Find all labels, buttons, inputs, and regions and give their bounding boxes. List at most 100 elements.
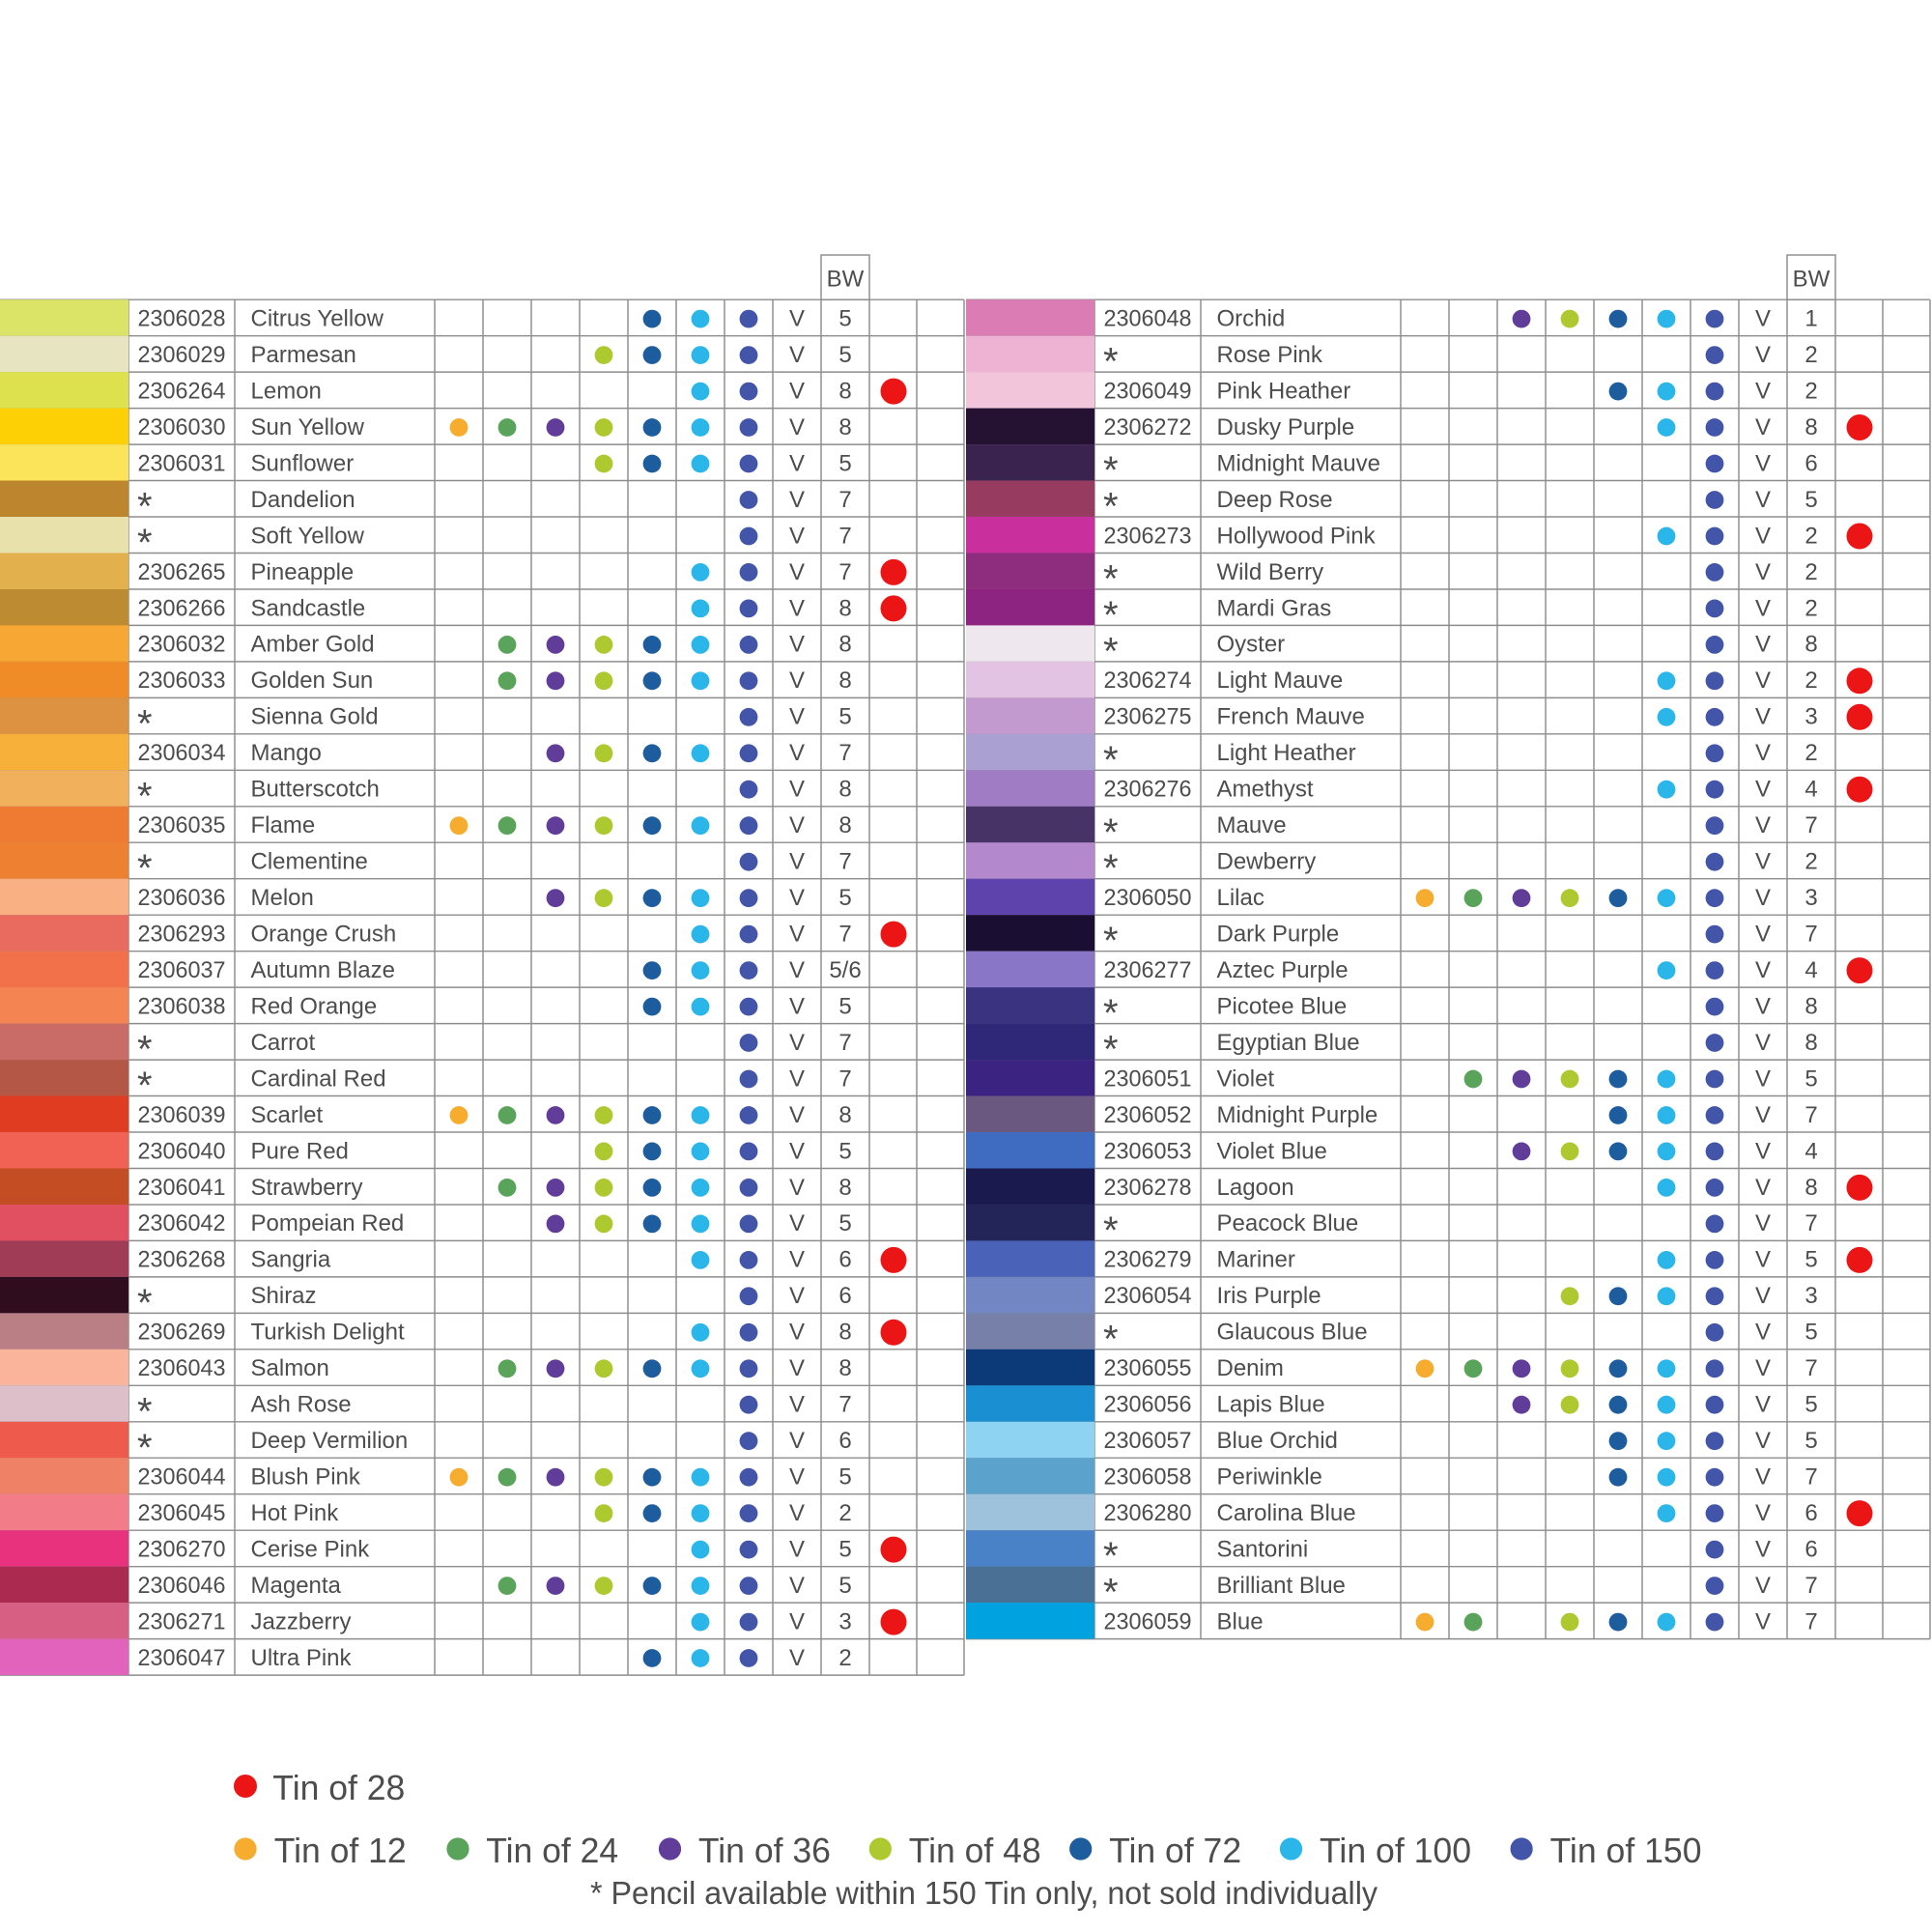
svg-text:French Mauve: French Mauve [1217,704,1365,730]
svg-text:7: 7 [838,1030,851,1056]
svg-text:*: * [1103,1209,1119,1252]
svg-text:7: 7 [838,1065,851,1092]
svg-text:8: 8 [838,1320,851,1346]
svg-text:*: * [137,775,153,817]
svg-text:V: V [789,1030,805,1056]
svg-text:6: 6 [838,1428,851,1454]
svg-text:2306053: 2306053 [1104,1138,1192,1164]
svg-text:7: 7 [838,922,851,948]
svg-text:Brilliant Blue: Brilliant Blue [1217,1573,1346,1599]
svg-text:V: V [789,414,805,440]
svg-text:Sunflower: Sunflower [251,450,355,476]
svg-text:3: 3 [1804,704,1817,730]
svg-text:6: 6 [1804,1500,1817,1526]
svg-text:V: V [789,1065,805,1092]
svg-text:8: 8 [838,1355,851,1381]
svg-text:2306293: 2306293 [138,922,226,948]
svg-text:V: V [789,1464,805,1491]
svg-text:V: V [1755,414,1771,440]
svg-text:2306045: 2306045 [138,1500,226,1526]
svg-text:7: 7 [838,1392,851,1418]
svg-text:Lapis Blue: Lapis Blue [1217,1392,1325,1418]
svg-text:*: * [137,1390,153,1433]
svg-text:V: V [789,450,805,476]
svg-text:Rose Pink: Rose Pink [1217,342,1323,368]
svg-text:2306270: 2306270 [138,1537,226,1563]
svg-text:5: 5 [838,450,851,476]
svg-text:V: V [1755,523,1771,549]
svg-text:2: 2 [1804,378,1817,404]
svg-text:*: * [1103,1029,1119,1071]
svg-text:8: 8 [838,632,851,658]
svg-text:Autumn Blaze: Autumn Blaze [251,957,395,983]
svg-text:V: V [1755,993,1771,1019]
svg-text:5: 5 [838,885,851,911]
svg-text:8: 8 [838,378,851,404]
svg-text:7: 7 [1804,922,1817,948]
svg-text:2306057: 2306057 [1104,1428,1192,1454]
svg-text:Hollywood Pink: Hollywood Pink [1217,523,1377,549]
svg-text:2306055: 2306055 [1104,1355,1192,1381]
svg-text:V: V [789,1500,805,1526]
svg-text:5: 5 [1804,1320,1817,1346]
svg-text:5/6: 5/6 [829,957,861,983]
svg-text:*: * [137,847,153,890]
svg-text:V: V [1755,704,1771,730]
svg-text:V: V [789,1608,805,1634]
svg-text:Lilac: Lilac [1217,885,1264,911]
svg-text:7: 7 [1804,1464,1817,1491]
svg-text:Blue Orchid: Blue Orchid [1217,1428,1338,1454]
svg-text:2306044: 2306044 [138,1464,226,1491]
svg-text:V: V [1755,885,1771,911]
svg-text:Hot Pink: Hot Pink [251,1500,340,1526]
svg-text:* Pencil available within 150: * Pencil available within 150 Tin only, … [590,1875,1378,1911]
svg-text:V: V [1755,922,1771,948]
svg-text:V: V [1755,1392,1771,1418]
svg-text:5: 5 [838,306,851,332]
svg-text:Dandelion: Dandelion [251,487,355,513]
svg-text:V: V [1755,1065,1771,1092]
svg-text:2: 2 [838,1645,851,1671]
svg-text:Violet: Violet [1217,1065,1275,1092]
svg-text:8: 8 [1804,632,1817,658]
svg-text:Strawberry: Strawberry [251,1175,363,1201]
svg-text:V: V [1755,1573,1771,1599]
svg-text:*: * [1103,486,1119,528]
svg-text:Tin of 48: Tin of 48 [909,1831,1041,1870]
svg-text:4: 4 [1804,1138,1817,1164]
svg-text:Dark Purple: Dark Purple [1217,922,1340,948]
svg-text:2306043: 2306043 [138,1355,226,1381]
svg-text:Iris Purple: Iris Purple [1217,1283,1321,1309]
svg-text:2306264: 2306264 [138,378,226,404]
svg-text:Deep Vermilion: Deep Vermilion [251,1428,409,1454]
svg-text:*: * [137,522,153,564]
svg-text:2306279: 2306279 [1104,1247,1192,1273]
svg-text:8: 8 [838,812,851,838]
svg-text:*: * [1103,449,1119,492]
svg-text:2306056: 2306056 [1104,1392,1192,1418]
svg-text:*: * [1103,992,1119,1035]
svg-text:8: 8 [1804,993,1817,1019]
svg-text:2: 2 [1804,740,1817,766]
svg-text:Light Heather: Light Heather [1217,740,1356,766]
svg-text:2306035: 2306035 [138,812,226,838]
svg-text:V: V [789,1537,805,1563]
svg-text:*: * [137,1029,153,1071]
svg-text:2306036: 2306036 [138,885,226,911]
svg-text:Clementine: Clementine [251,849,368,875]
svg-text:Cardinal Red: Cardinal Red [251,1065,386,1092]
svg-text:2306276: 2306276 [1104,777,1192,803]
svg-text:2306052: 2306052 [1104,1102,1192,1128]
svg-text:2306046: 2306046 [138,1573,226,1599]
svg-text:*: * [137,486,153,528]
svg-text:3: 3 [838,1608,851,1634]
svg-text:V: V [789,957,805,983]
svg-text:Tin of 100: Tin of 100 [1320,1831,1471,1870]
svg-text:V: V [1755,668,1771,694]
svg-text:Pompeian Red: Pompeian Red [251,1210,405,1236]
svg-text:V: V [789,306,805,332]
svg-text:Deep Rose: Deep Rose [1217,487,1333,513]
svg-text:Carrot: Carrot [251,1030,316,1056]
svg-text:8: 8 [838,414,851,440]
svg-text:2306032: 2306032 [138,632,226,658]
